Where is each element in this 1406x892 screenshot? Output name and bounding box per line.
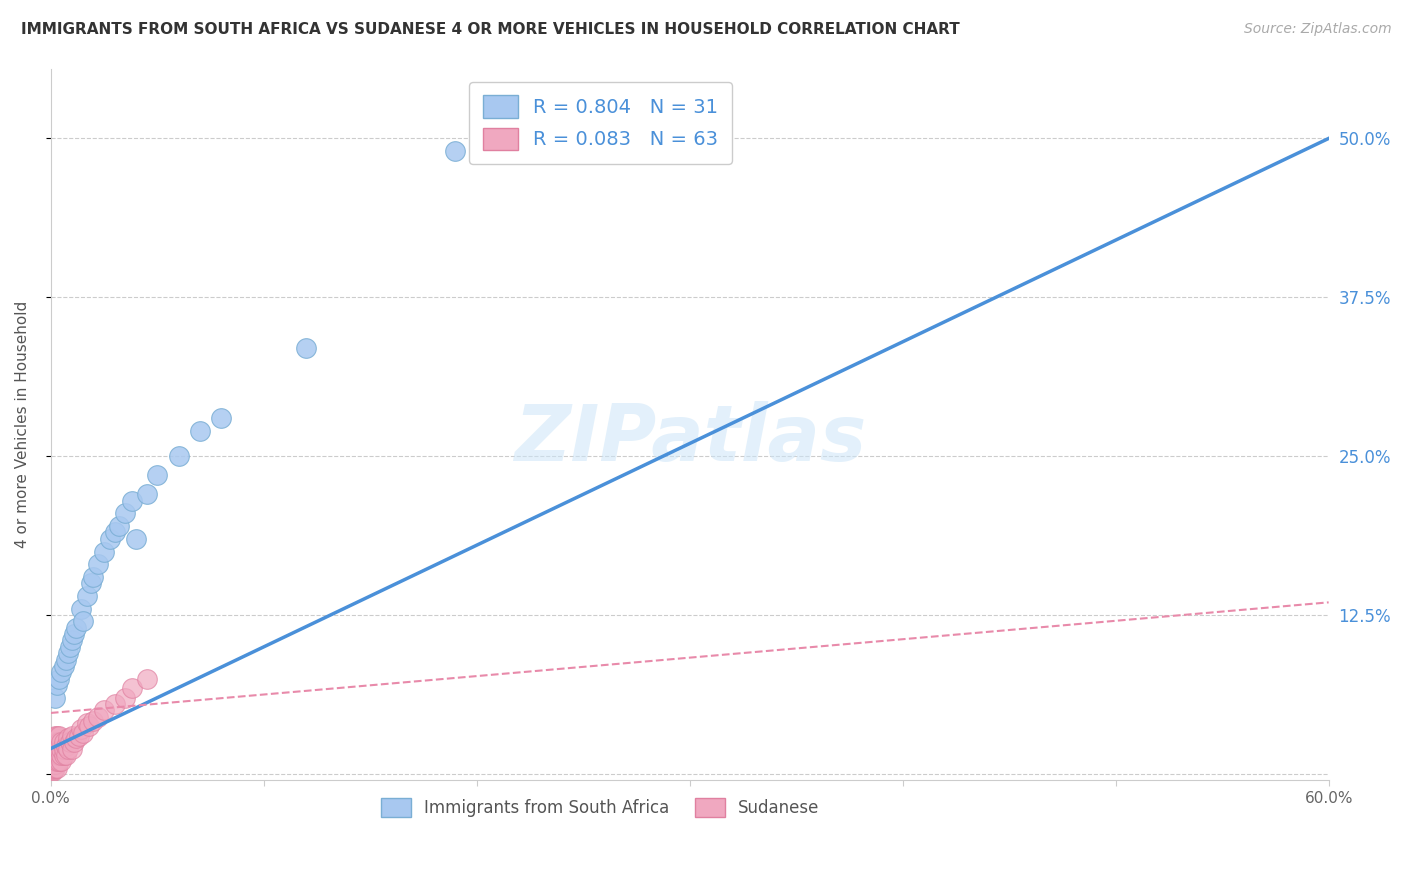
Point <box>444 144 467 158</box>
Point <box>44 729 66 743</box>
Point <box>42 761 65 775</box>
Point <box>59 735 82 749</box>
Point <box>55 652 77 666</box>
Point <box>46 735 69 749</box>
Point <box>135 487 157 501</box>
Point <box>44 761 66 775</box>
Point <box>69 723 91 737</box>
Point <box>135 672 157 686</box>
Point <box>65 731 87 746</box>
Point <box>46 741 69 756</box>
Point <box>86 710 108 724</box>
Point <box>146 468 169 483</box>
Point <box>46 678 69 692</box>
Point <box>51 747 73 762</box>
Point <box>44 754 66 768</box>
Point <box>51 665 73 680</box>
Point <box>104 697 127 711</box>
Point <box>60 633 83 648</box>
Point <box>104 525 127 540</box>
Point <box>108 519 131 533</box>
Point <box>52 747 75 762</box>
Point <box>44 735 66 749</box>
Point <box>42 758 65 772</box>
Point <box>51 741 73 756</box>
Point <box>46 747 69 762</box>
Point <box>114 690 136 705</box>
Point <box>44 731 66 746</box>
Point <box>59 640 82 654</box>
Point <box>121 681 143 695</box>
Point <box>52 735 75 749</box>
Point <box>209 411 232 425</box>
Point <box>56 646 79 660</box>
Point <box>56 741 79 756</box>
Point <box>65 621 87 635</box>
Point <box>42 754 65 768</box>
Point <box>51 754 73 768</box>
Point <box>76 589 98 603</box>
Point <box>51 735 73 749</box>
Text: IMMIGRANTS FROM SOUTH AFRICA VS SUDANESE 4 OR MORE VEHICLES IN HOUSEHOLD CORRELA: IMMIGRANTS FROM SOUTH AFRICA VS SUDANESE… <box>21 22 960 37</box>
Point <box>188 424 211 438</box>
Point <box>44 739 66 753</box>
Point <box>48 741 70 756</box>
Point <box>80 576 103 591</box>
Point <box>60 729 83 743</box>
Point <box>82 714 104 728</box>
Point <box>44 747 66 762</box>
Point <box>76 716 98 731</box>
Point <box>93 544 115 558</box>
Point <box>48 729 70 743</box>
Point <box>48 747 70 762</box>
Point <box>55 739 77 753</box>
Point <box>114 507 136 521</box>
Point <box>48 754 70 768</box>
Point <box>46 761 69 775</box>
Point <box>52 741 75 756</box>
Point <box>42 763 65 777</box>
Point <box>46 754 69 768</box>
Point <box>100 532 122 546</box>
Point <box>48 735 70 749</box>
Point <box>121 493 143 508</box>
Point <box>72 615 94 629</box>
Point <box>42 747 65 762</box>
Point <box>56 731 79 746</box>
Point <box>82 570 104 584</box>
Point <box>77 719 100 733</box>
Point <box>52 659 75 673</box>
Point <box>42 756 65 771</box>
Point <box>125 532 148 546</box>
Text: ZIPatlas: ZIPatlas <box>513 401 866 476</box>
Point <box>44 741 66 756</box>
Point <box>42 756 65 770</box>
Point <box>44 756 66 771</box>
Point <box>93 703 115 717</box>
Point <box>46 729 69 743</box>
Point <box>295 341 318 355</box>
Point <box>42 753 65 767</box>
Point <box>44 744 66 758</box>
Point <box>48 672 70 686</box>
Point <box>63 735 86 749</box>
Legend: Immigrants from South Africa, Sudanese: Immigrants from South Africa, Sudanese <box>373 789 828 825</box>
Point <box>60 741 83 756</box>
Point <box>167 449 190 463</box>
Point <box>42 764 65 779</box>
Point <box>63 627 86 641</box>
Point <box>69 601 91 615</box>
Point <box>72 726 94 740</box>
Y-axis label: 4 or more Vehicles in Household: 4 or more Vehicles in Household <box>15 301 30 548</box>
Point <box>44 752 66 766</box>
Point <box>42 752 65 766</box>
Point <box>42 762 65 776</box>
Point <box>67 729 90 743</box>
Point <box>86 558 108 572</box>
Text: Source: ZipAtlas.com: Source: ZipAtlas.com <box>1244 22 1392 37</box>
Point <box>42 759 65 773</box>
Point <box>42 744 65 758</box>
Point <box>55 747 77 762</box>
Point <box>44 690 66 705</box>
